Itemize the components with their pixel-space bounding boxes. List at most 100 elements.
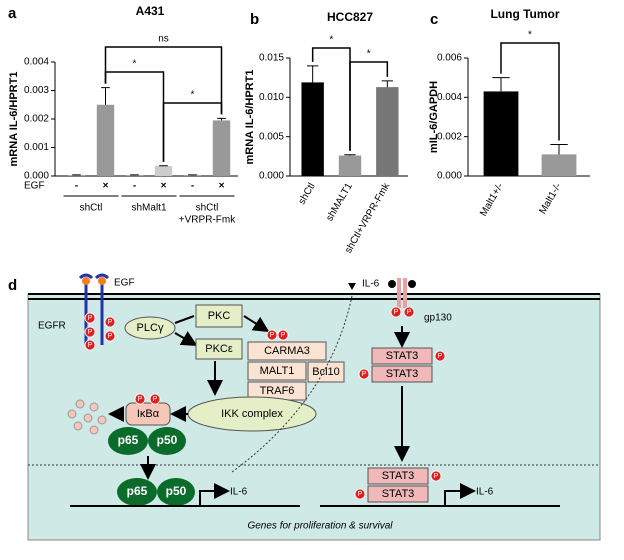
x-tick-label: - [75, 181, 78, 192]
y-tick-label: 0.002 [437, 131, 462, 142]
group-label: shMalt1 [131, 203, 166, 214]
x-axis-label: EGF [24, 181, 45, 192]
label: Genes for proliferation & survival [247, 521, 393, 532]
x-tick-label: shCtl [297, 181, 318, 206]
error-bar [307, 66, 318, 83]
label: P [88, 329, 93, 336]
y-tick-label: 0.015 [259, 53, 284, 64]
x-tick-label: - [133, 181, 136, 192]
bar [213, 120, 230, 176]
bar [301, 82, 323, 176]
bar [339, 156, 361, 176]
y-tick-label: 0.004 [437, 92, 462, 103]
label: STAT3 [386, 350, 419, 362]
label: p65 [118, 433, 139, 447]
y-tick-label: 0.006 [437, 53, 462, 64]
error-bar [382, 81, 393, 87]
significance-label: * [133, 59, 137, 70]
significance-label: ns [158, 34, 169, 45]
il6 [408, 280, 416, 288]
x-tick-label: shMALT1 [324, 181, 355, 223]
label: P [434, 473, 439, 480]
label: P [281, 332, 286, 339]
y-tick-label: 0.002 [24, 114, 49, 125]
label: PLCγ [137, 322, 164, 334]
label: p50 [157, 433, 178, 447]
label: P [362, 371, 367, 378]
x-tick-label: × [103, 181, 109, 192]
panel-label: d [8, 277, 17, 294]
error-bar [344, 155, 355, 156]
label: PKC [208, 310, 231, 322]
label: P [88, 315, 93, 322]
label: EGF [114, 278, 135, 289]
pathway-diagram: d EGF EGFR P P P P P PLCγ PKC PKCε P P C… [8, 275, 600, 540]
bar [97, 105, 114, 176]
label: p50 [166, 484, 187, 498]
x-tick-label: × [219, 181, 225, 192]
significance-label: * [528, 30, 532, 41]
label: IL-6 [362, 279, 380, 290]
label: PKCε [205, 343, 233, 355]
bar [376, 87, 398, 176]
panel-label: a [8, 5, 17, 22]
label: STAT3 [382, 470, 415, 482]
x-tick-label: Malt1-/- [537, 181, 563, 216]
group-label: +VRPR-Fmk [179, 215, 236, 226]
x-tick-label: × [161, 181, 167, 192]
panel-label: b [250, 11, 259, 28]
label: P [394, 309, 399, 316]
label: STAT3 [382, 488, 415, 500]
egf [82, 277, 90, 285]
label: P [88, 342, 93, 349]
significance-label: * [367, 49, 371, 60]
label: gp130 [424, 313, 452, 324]
bar [484, 91, 519, 176]
y-tick-label: 0.003 [24, 85, 49, 96]
y-tick-label: 0.005 [259, 131, 284, 142]
label: IL-6 [230, 487, 248, 498]
group-label: shCtl [196, 203, 219, 214]
label: P [108, 333, 113, 340]
y-tick-label: 0.001 [24, 142, 49, 153]
bar [542, 154, 577, 176]
error-bar [101, 88, 110, 105]
y-axis-label: mRNA IL-6/HPRT1 [8, 72, 20, 167]
label: P [358, 491, 363, 498]
il6 [388, 280, 396, 288]
bar [155, 166, 172, 176]
y-tick-label: 0.010 [259, 92, 284, 103]
error-bar [492, 78, 509, 92]
significance-label: * [191, 90, 195, 101]
label: P [438, 353, 443, 360]
label: P [407, 309, 412, 316]
label: P [138, 396, 143, 403]
label: IKK complex [221, 408, 283, 420]
label: TRAF6 [260, 385, 295, 397]
arrowhead [348, 283, 356, 290]
x-tick-label: - [191, 181, 194, 192]
chart-title: A431 [136, 4, 165, 18]
label: P [153, 396, 158, 403]
label: CARMA3 [264, 345, 310, 357]
y-tick-label: 0.004 [24, 57, 49, 68]
x-tick-label: Malt1+/- [478, 181, 506, 218]
label: P [108, 319, 113, 326]
label: EGFR [38, 321, 66, 332]
chart-title: Lung Tumor [490, 7, 559, 21]
y-axis-label: mRNA IL-6/HPRT1 [244, 70, 256, 165]
chart-title: HCC827 [327, 10, 373, 24]
significance-label: * [329, 35, 333, 46]
label: IL-6 [476, 487, 494, 498]
error-bar [217, 118, 226, 120]
label: IκBα [137, 408, 160, 420]
label: STAT3 [386, 368, 419, 380]
panel-label: c [430, 11, 438, 28]
label: p65 [127, 484, 148, 498]
y-tick-label: 0.000 [259, 171, 284, 182]
y-tick-label: 0.000 [437, 171, 462, 182]
group-label: shCtl [80, 203, 103, 214]
label: MALT1 [260, 365, 295, 377]
